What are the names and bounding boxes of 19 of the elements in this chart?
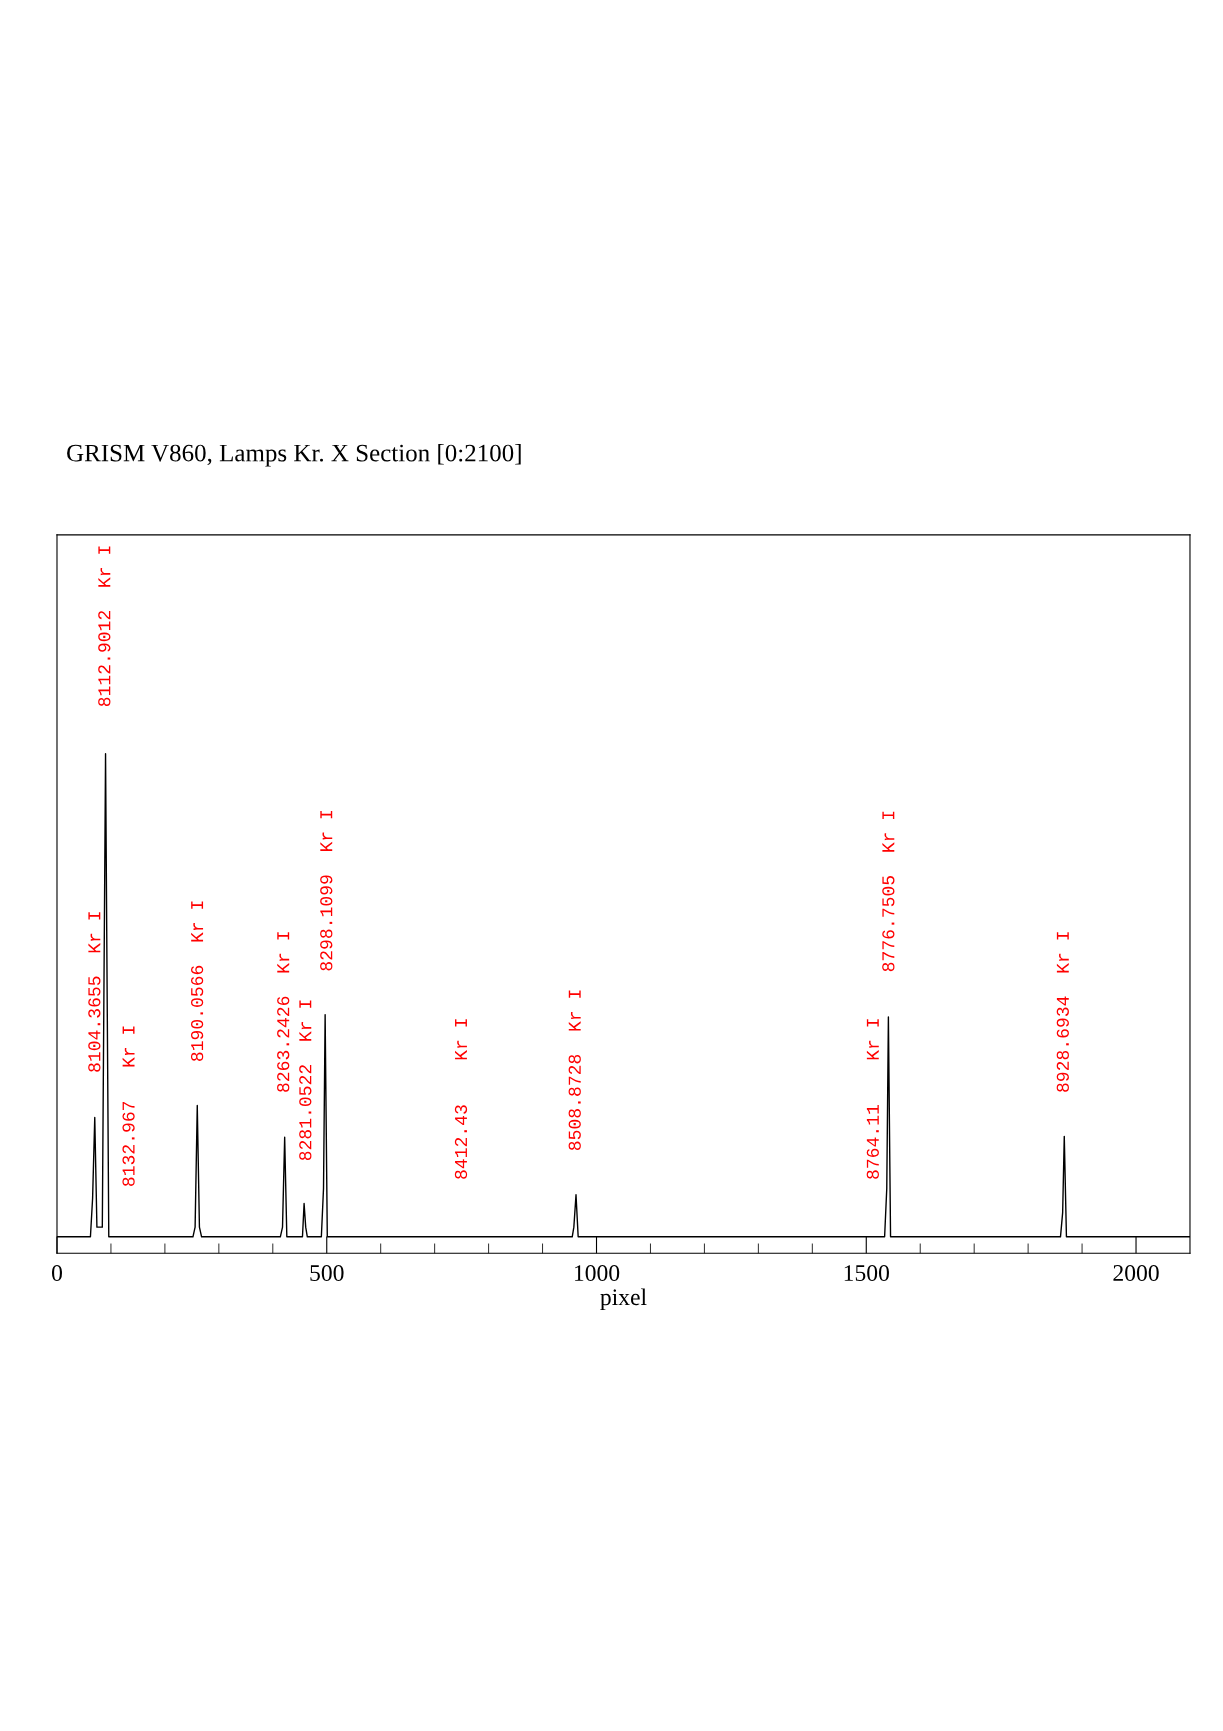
x-tick-label: 1000 (574, 1265, 620, 1281)
chart-title: GRISM V860, Lamps Kr. X Section [0:2100] (67, 443, 521, 467)
annotation: 8132.967 Kr I (122, 1026, 135, 1186)
annotation: 8928.6934 Kr I (1056, 932, 1069, 1092)
x-tick-label: 2000 (1113, 1265, 1159, 1281)
annotation: 8263.2426 Kr I (277, 932, 290, 1092)
annotation: 8281.0522 Kr I (299, 1000, 312, 1161)
annotation: 8298.1099 Kr I (320, 810, 333, 971)
annotation: 8412.43 Kr I (454, 1019, 468, 1179)
annotation: 8104.3655 Kr I (88, 912, 101, 1072)
annotation: 8776.7505 Kr I (882, 811, 895, 972)
x-axis-title: pixel (600, 1288, 647, 1310)
annotation: 8764.11 Kr I (866, 1019, 879, 1179)
annotation: 8508.8728 Kr I (568, 990, 581, 1151)
x-tick-label: 500 (310, 1265, 344, 1281)
text: 8112.9012 Kr I (98, 546, 111, 707)
x-tick-label: 1500 (844, 1265, 889, 1281)
annotation: 8190.0566 Kr I (190, 901, 204, 1061)
x-tick-label: 0 (51, 1265, 62, 1281)
